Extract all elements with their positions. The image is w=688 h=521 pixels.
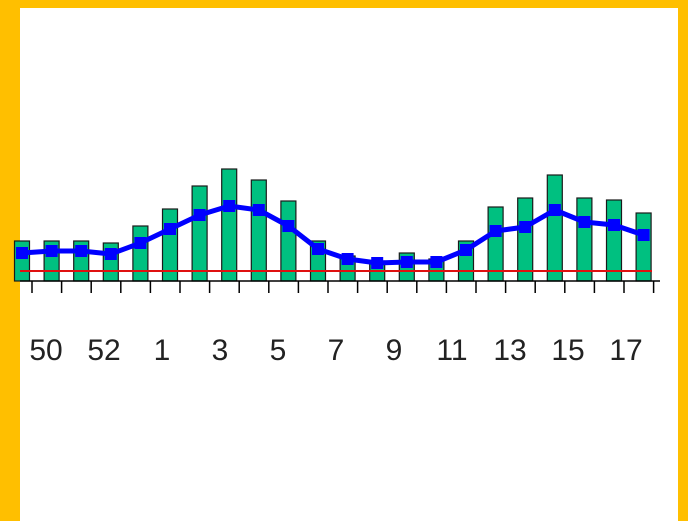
x-axis-tick-labels: 50 52 1 3 5 7 9 11 13 15 17: [29, 334, 642, 367]
line-point-19: [578, 216, 591, 228]
x-tick-label: 11: [436, 334, 467, 367]
bar-20: [605, 199, 623, 282]
x-tick-label: 50: [29, 334, 62, 367]
bar-7: [221, 168, 238, 282]
bar-8: [250, 179, 267, 282]
bar-9: [280, 200, 297, 282]
x-tick-label: 17: [609, 334, 642, 367]
bar-19: [576, 197, 593, 282]
line-point-13: [400, 256, 413, 268]
line-point-10: [312, 243, 324, 255]
bar-17: [517, 197, 534, 282]
line-point-12: [371, 257, 384, 269]
bar-18: [546, 174, 563, 282]
line-point-5: [164, 223, 176, 235]
x-tick-label: 15: [551, 334, 584, 367]
line-point-0: [16, 247, 28, 259]
bar-16: [487, 206, 504, 282]
x-tick-label: 3: [212, 334, 229, 367]
x-tick-label: 7: [328, 334, 345, 367]
frame-top-border: [0, 0, 688, 8]
line-point-20: [608, 219, 620, 231]
line-point-16: [489, 225, 502, 237]
line-point-11: [341, 253, 354, 265]
frame-left-border: [0, 0, 20, 521]
bars-group: [13, 168, 652, 282]
x-axis-ticks: [31, 281, 655, 293]
series-line: [21, 203, 645, 266]
line-point-7: [223, 200, 236, 212]
bar-6: [191, 185, 208, 282]
line-point-6: [193, 209, 206, 221]
x-tick-label: 1: [154, 334, 171, 367]
line-point-15: [460, 244, 472, 256]
x-tick-label: 9: [386, 334, 403, 367]
x-tick-label: 5: [270, 334, 287, 367]
line-point-2: [75, 245, 88, 257]
line-point-1: [45, 245, 58, 257]
line-point-3: [104, 248, 117, 260]
line-point-4: [134, 237, 147, 249]
x-tick-label: 52: [87, 334, 120, 367]
line-point-17: [519, 221, 532, 233]
series-line-group: [16, 200, 650, 269]
line-point-8: [252, 204, 265, 216]
bar-4: [132, 225, 149, 282]
x-tick-label: 13: [493, 334, 526, 367]
line-point-18: [548, 204, 561, 216]
line-point-21: [637, 229, 650, 241]
line-point-14: [430, 256, 443, 268]
frame-right-border: [678, 0, 688, 521]
line-point-9: [282, 220, 295, 232]
